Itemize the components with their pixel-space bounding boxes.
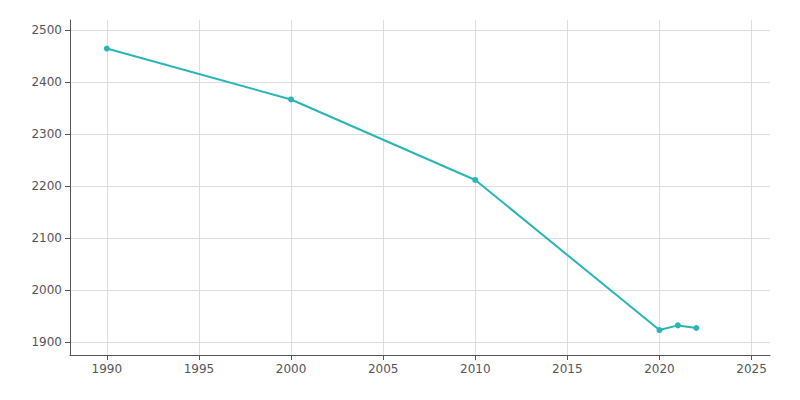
- svg-text:2020: 2020: [644, 362, 675, 376]
- svg-text:2300: 2300: [31, 127, 62, 141]
- svg-text:2015: 2015: [552, 362, 583, 376]
- svg-text:2500: 2500: [31, 23, 62, 37]
- svg-text:2200: 2200: [31, 179, 62, 193]
- svg-text:1990: 1990: [92, 362, 123, 376]
- svg-text:2005: 2005: [368, 362, 399, 376]
- svg-text:1995: 1995: [184, 362, 215, 376]
- svg-text:2000: 2000: [31, 283, 62, 297]
- svg-text:1900: 1900: [31, 335, 62, 349]
- svg-text:2010: 2010: [460, 362, 491, 376]
- svg-text:2100: 2100: [31, 231, 62, 245]
- svg-text:2025: 2025: [736, 362, 767, 376]
- svg-text:2000: 2000: [276, 362, 307, 376]
- svg-text:2400: 2400: [31, 75, 62, 89]
